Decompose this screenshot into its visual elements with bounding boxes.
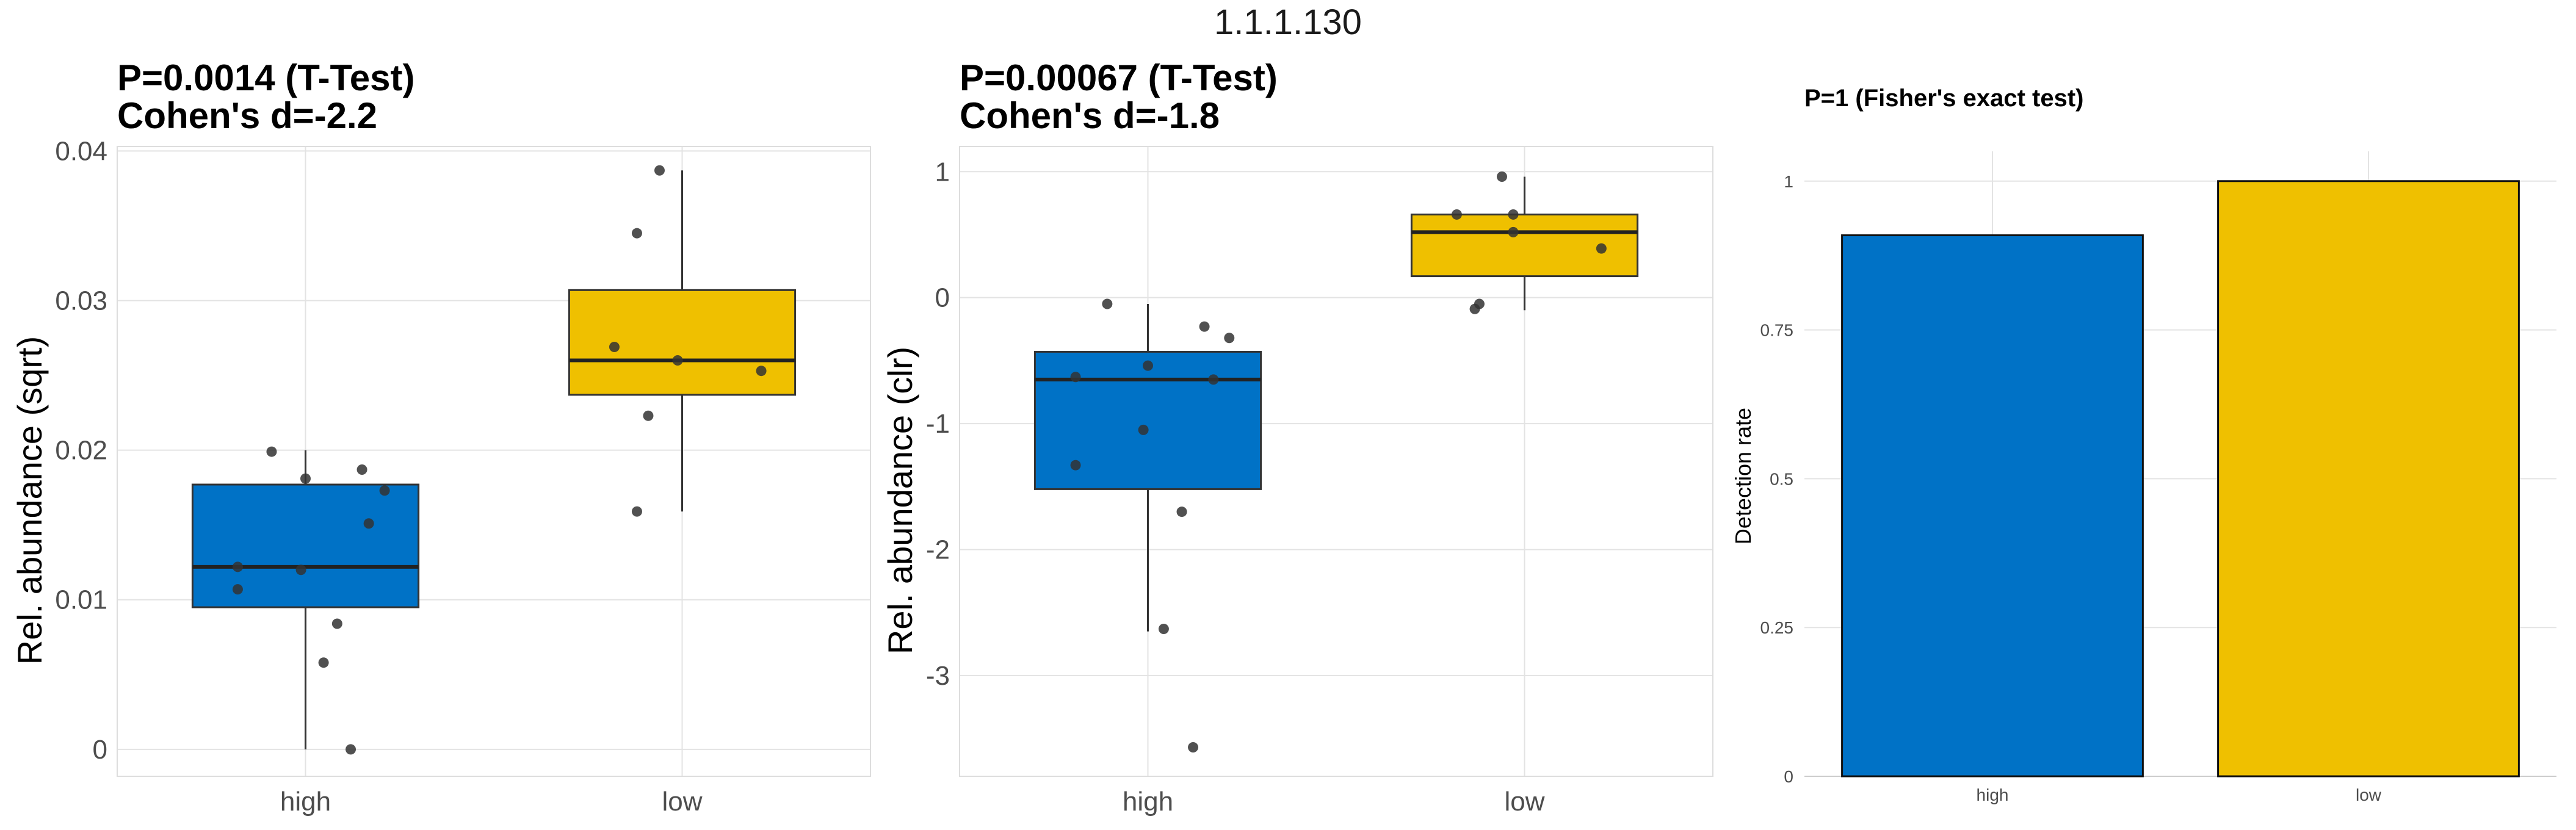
y-tick-label: 1	[1784, 172, 1793, 191]
low-data-point	[643, 410, 654, 421]
x-tick-label: low	[1504, 787, 1544, 817]
low-box	[568, 289, 797, 396]
high-data-point	[318, 657, 329, 668]
low-data-point	[609, 341, 620, 352]
high-data-point	[1199, 321, 1210, 332]
figure-title: 1.1.1.130	[1214, 2, 1362, 42]
low-data-point	[1508, 226, 1519, 237]
y-tick-label: 0	[935, 283, 950, 313]
panel-abundance-clr: P=0.00067 (T-Test) Cohen's d=-1.8 Rel. a…	[881, 57, 1713, 817]
high-box	[191, 483, 420, 608]
high-data-point	[1070, 372, 1081, 383]
panel-detection-rate: P=1 (Fisher's exact test) Detection rate…	[1731, 85, 2556, 804]
high-data-point	[356, 464, 367, 475]
low-data-point	[1469, 303, 1480, 314]
low-data-point	[1496, 171, 1507, 182]
x-tick-label: low	[662, 787, 702, 817]
y-tick-label: 0.04	[55, 136, 107, 166]
x-tick-label: low	[2356, 785, 2382, 804]
panel1-y-axis-label: Rel. abundance (sqrt)	[10, 336, 49, 665]
panel3-y-axis-label: Detection rate	[1731, 408, 1756, 544]
y-tick-label: 0.01	[55, 585, 107, 615]
low-data-point	[631, 228, 642, 239]
high-data-point	[1208, 374, 1219, 385]
high-data-point	[346, 744, 356, 755]
y-tick-label: 0	[1784, 767, 1793, 786]
low-bar	[2217, 180, 2520, 778]
high-bar	[1841, 234, 2144, 778]
x-tick-label: high	[280, 787, 331, 817]
panel1-plot-area: 0 0.01 0.02 0.03 0.04 high low	[55, 136, 871, 817]
high-data-point	[300, 473, 311, 484]
low-data-point	[756, 366, 767, 377]
y-tick-label: 0.5	[1770, 469, 1793, 488]
high-data-point	[1176, 507, 1187, 518]
high-data-point	[232, 584, 243, 595]
y-tick-label: 0.02	[55, 436, 107, 466]
y-tick-label: -3	[926, 661, 950, 691]
low-data-point	[672, 355, 683, 366]
high-data-point	[379, 485, 390, 496]
panel2-title-pvalue: P=0.00067 (T-Test)	[960, 57, 1278, 98]
low-data-point	[631, 506, 642, 517]
x-tick-label: high	[1977, 785, 2009, 804]
high-data-point	[1224, 333, 1235, 344]
high-data-point	[266, 446, 277, 457]
high-data-point	[331, 618, 342, 629]
panel-abundance-sqrt: P=0.0014 (T-Test) Cohen's d=-2.2 Rel. ab…	[10, 57, 871, 817]
high-data-point	[295, 565, 306, 576]
low-data-point	[1451, 209, 1462, 220]
low-data-point	[1508, 209, 1519, 220]
high-data-point	[1070, 460, 1081, 471]
y-tick-label: -1	[926, 409, 950, 439]
y-tick-label: 0.03	[55, 286, 107, 316]
low-data-point	[654, 165, 665, 176]
high-data-point	[1102, 298, 1113, 309]
y-tick-label: 1	[935, 157, 950, 187]
y-tick-label: 0	[93, 735, 107, 765]
panel-border	[117, 146, 871, 777]
high-data-point	[1138, 424, 1149, 435]
panel2-plot-area: -3 -2 -1 0 1 high low	[926, 146, 1713, 817]
panel1-title-pvalue: P=0.0014 (T-Test)	[117, 57, 414, 98]
high-data-point	[232, 561, 243, 572]
panel3-title: P=1 (Fisher's exact test)	[1804, 85, 2084, 112]
y-tick-label: 0.75	[1760, 321, 1794, 340]
panel2-title-cohens-d: Cohen's d=-1.8	[960, 95, 1220, 136]
high-box	[1033, 350, 1262, 490]
low-data-point	[1596, 243, 1607, 254]
y-tick-label: 0.25	[1760, 618, 1794, 637]
panel3-plot-area: 0 0.25 0.5 0.75 1 high low	[1760, 151, 2556, 804]
x-tick-label: high	[1123, 787, 1173, 817]
high-data-point	[1158, 624, 1169, 635]
high-data-point	[363, 518, 374, 529]
high-data-point	[1143, 360, 1153, 371]
panel2-y-axis-label: Rel. abundance (clr)	[881, 347, 919, 654]
high-data-point	[1188, 742, 1199, 753]
panel1-title-cohens-d: Cohen's d=-2.2	[117, 95, 377, 136]
y-tick-label: -2	[926, 535, 950, 565]
panel-border	[959, 146, 1713, 777]
